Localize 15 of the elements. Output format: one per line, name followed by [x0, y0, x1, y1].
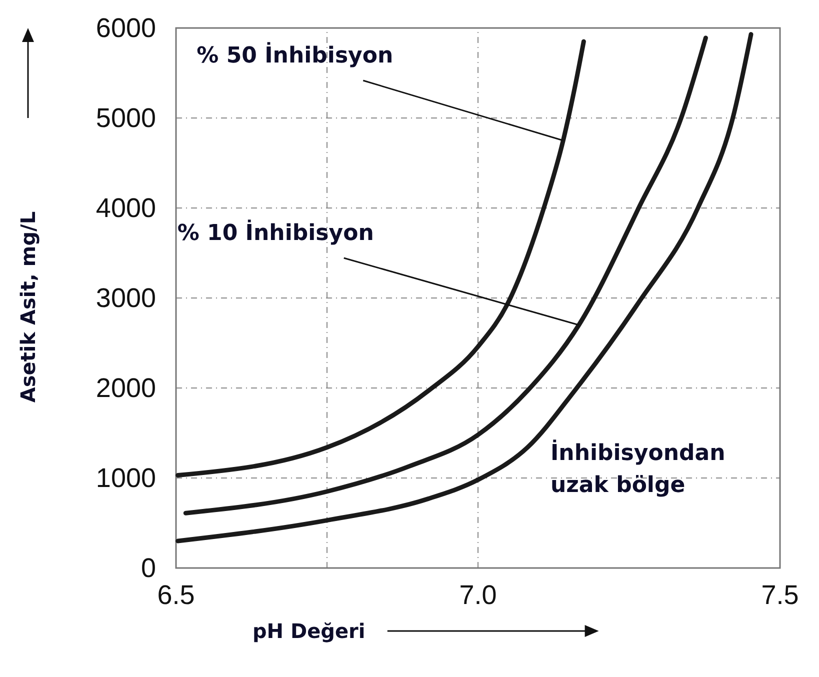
annotation: % 10 İnhibisyon [177, 219, 374, 246]
y-tick-label: 0 [140, 553, 156, 583]
y-tick-label: 1000 [96, 463, 156, 493]
y-tick-label: 5000 [96, 103, 156, 133]
y-tick-label: 6000 [96, 13, 156, 43]
annotation: İnhibisyondan uzak bölge [550, 439, 726, 498]
x-tick-label: 7.0 [459, 580, 497, 610]
y-tick-label: 3000 [96, 283, 156, 313]
x-axis-title: pH Değeri [252, 619, 366, 643]
y-tick-label: 4000 [96, 193, 156, 223]
y-tick-label: 2000 [96, 373, 156, 403]
y-axis-title: Asetik Asit, mg/L [16, 211, 40, 403]
x-tick-label: 6.5 [157, 580, 195, 610]
annotation: % 50 İnhibisyon [196, 42, 394, 68]
x-tick-label: 7.5 [761, 580, 799, 610]
